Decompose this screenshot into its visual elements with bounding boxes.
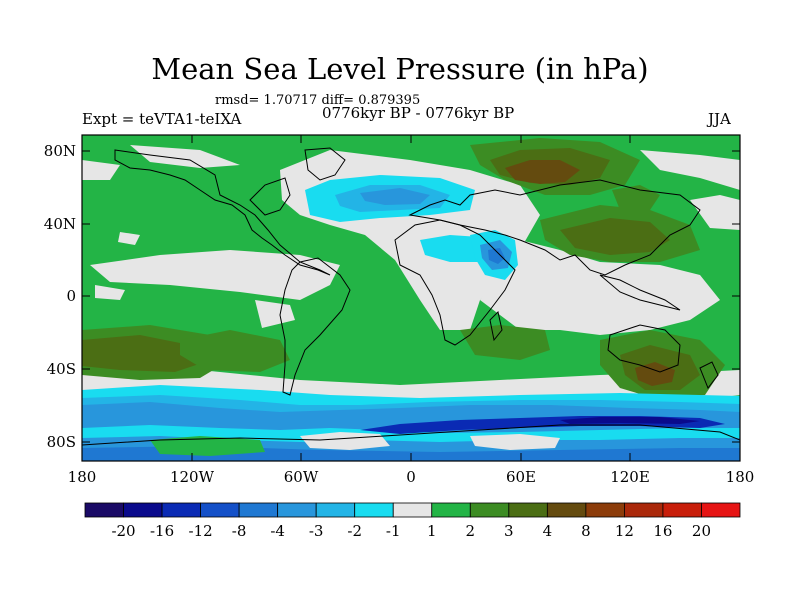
lon-tick-marks [81, 135, 741, 461]
colorbar-label: 12 [615, 522, 634, 540]
coastlines [82, 147, 740, 446]
colorbar-swatch [624, 502, 664, 518]
colorbar-swatch [469, 502, 510, 518]
colorbar-label: -8 [232, 522, 247, 540]
lat-tick-label: 40S [47, 360, 76, 378]
colorbar-swatch [123, 502, 163, 518]
lat-tick-marks [82, 150, 740, 443]
colorbar-label: 8 [581, 522, 591, 540]
colorbar-labels: -20 -16 -12 -8 -4 -3 -2 -1 1 2 3 4 8 12 16 20 [111, 522, 711, 540]
lon-tick-label: 120W [170, 468, 215, 486]
lon-tick-label: 60W [284, 468, 319, 486]
colorbar-label: -3 [309, 522, 324, 540]
colorbar-swatch [277, 502, 317, 518]
season-label: JJA [708, 110, 731, 128]
experiment-label: Expt = teVTA1-teIXA [82, 110, 242, 128]
chart-title: Mean Sea Level Pressure (in hPa) [151, 52, 649, 86]
colorbar-swatch [200, 502, 240, 518]
colorbar-swatch [84, 502, 124, 518]
colorbar-label: 3 [504, 522, 514, 540]
positive-anomaly-regions [82, 138, 725, 400]
colorbar-label: -16 [150, 522, 174, 540]
colorbar-swatch [662, 502, 702, 518]
colorbar-swatch [315, 502, 356, 518]
colorbar-label: -12 [189, 522, 213, 540]
lat-tick-label: 80N [44, 142, 76, 160]
colorbar-label: 4 [543, 522, 553, 540]
colorbar-swatch [431, 502, 471, 518]
colorbar-label: -20 [111, 522, 135, 540]
lon-tick-label: 180 [726, 468, 755, 486]
colorbar-swatch [238, 502, 279, 518]
lon-tick-label: 180 [68, 468, 97, 486]
colorbar-swatch [392, 502, 433, 518]
lat-tick-label: 40N [44, 215, 76, 233]
negative-anomaly-regions [82, 175, 740, 461]
colorbar-label: 16 [653, 522, 672, 540]
lon-tick-labels: 180 120W 60W 0 60E 120E 180 [68, 468, 755, 486]
colorbar-label: 1 [427, 522, 437, 540]
colorbar-swatch [701, 502, 741, 518]
lon-tick-label: 0 [406, 468, 416, 486]
period-label: 0776kyr BP - 0776kyr BP [322, 104, 515, 122]
colorbar-label: 2 [466, 522, 476, 540]
lon-tick-label: 120E [610, 468, 650, 486]
colorbar-label: 20 [692, 522, 711, 540]
lat-tick-labels: 80N 40N 0 40S 80S [44, 142, 76, 451]
colorbar-swatch [546, 502, 587, 518]
colorbar-swatch [161, 502, 201, 518]
colorbar-label: -1 [386, 522, 401, 540]
lat-tick-label: 0 [66, 287, 76, 305]
lon-tick-label: 60E [506, 468, 536, 486]
stats-label: rmsd= 1.70717 diff= 0.879395 [215, 93, 421, 108]
colorbar [84, 502, 741, 518]
colorbar-swatch [508, 502, 548, 518]
lat-tick-label: 80S [47, 433, 76, 451]
colorbar-label: -4 [270, 522, 285, 540]
colorbar-label: -2 [347, 522, 362, 540]
colorbar-swatch [585, 502, 625, 518]
colorbar-swatch [354, 502, 394, 518]
contour-fields [82, 135, 740, 461]
